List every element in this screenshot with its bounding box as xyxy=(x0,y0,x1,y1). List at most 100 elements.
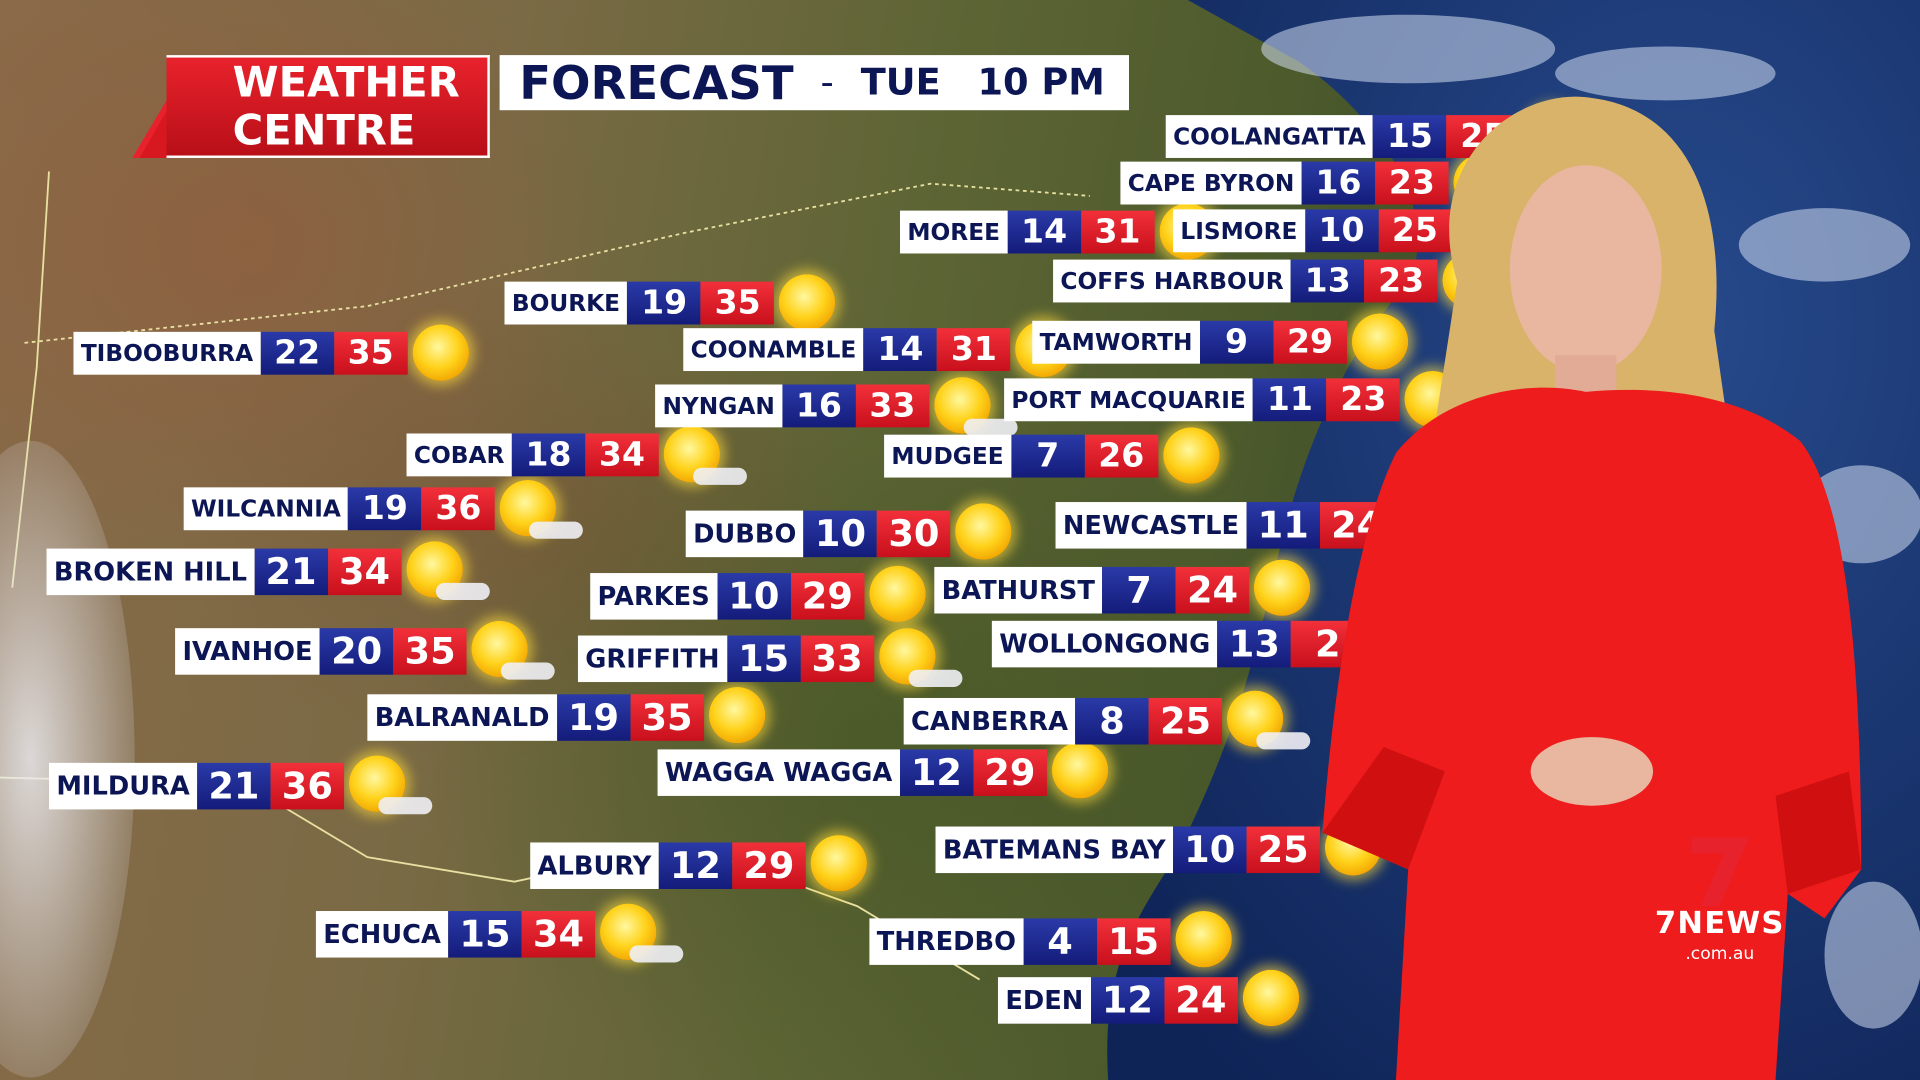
forecast-coffs-harbour: COFFS HARBOUR 13 23 xyxy=(1053,259,1438,303)
forecast-batemans-bay: BATEMANS BAY 10 25 xyxy=(935,826,1320,874)
max-temp: 29 xyxy=(973,749,1047,796)
min-temp: 15 xyxy=(726,635,801,683)
city-name: TIBOOBURRA xyxy=(73,331,261,375)
sun-icon xyxy=(1163,427,1220,484)
city-name: NYNGAN xyxy=(655,384,783,428)
min-temp: 22 xyxy=(260,331,334,375)
cloud-icon xyxy=(1256,732,1311,750)
forecast-mildura: MILDURA 21 36 xyxy=(48,762,345,810)
cloud-icon xyxy=(528,521,583,539)
min-temp: 10 xyxy=(1172,826,1247,874)
forecast-wilcannia: WILCANNIA 19 36 xyxy=(183,487,496,531)
city-name: EDEN xyxy=(997,977,1091,1024)
city-name: LISMORE xyxy=(1173,209,1305,253)
max-temp: 34 xyxy=(585,433,659,477)
forecast-moree: MOREE 14 31 xyxy=(900,210,1155,254)
news-domain: .com.au xyxy=(1685,944,1755,964)
city-name: GRIFFITH xyxy=(577,635,727,683)
cloud-icon xyxy=(378,797,433,815)
max-temp: 23 xyxy=(1326,378,1401,422)
max-temp: 34 xyxy=(521,911,596,958)
city-name: COONAMBLE xyxy=(683,328,864,372)
min-temp: 16 xyxy=(782,384,856,428)
max-temp: 25 xyxy=(1246,826,1320,874)
cloud-icon xyxy=(629,945,684,963)
max-temp: 36 xyxy=(270,762,345,810)
min-temp: 10 xyxy=(803,510,878,558)
sun-icon xyxy=(1351,313,1409,370)
title-line-2: CENTRE xyxy=(232,106,416,156)
forecast-tamworth: TAMWORTH 9 29 xyxy=(1032,320,1347,364)
forecast-port-macquarie: PORT MACQUARIE 11 23 xyxy=(1004,378,1401,422)
city-name: WOLLONGONG xyxy=(991,620,1218,668)
city-name: CANBERRA xyxy=(903,697,1076,745)
sun-icon xyxy=(1051,742,1109,799)
min-temp: 19 xyxy=(627,281,701,325)
city-name: COFFS HARBOUR xyxy=(1053,259,1291,303)
city-name: PARKES xyxy=(590,573,718,620)
title-line-1: WEATHER xyxy=(232,58,460,108)
city-name: BATHURST xyxy=(934,566,1103,614)
7news-logo: 7NEWS .com.au xyxy=(1643,837,1796,973)
sun-icon xyxy=(1175,911,1232,968)
min-temp: 11 xyxy=(1246,502,1320,549)
cloud-icon xyxy=(435,582,490,601)
city-name: MUDGEE xyxy=(884,434,1012,478)
forecast-nyngan: NYNGAN 16 33 xyxy=(655,384,930,428)
min-temp: 12 xyxy=(1090,977,1165,1024)
forecast-coonamble: COONAMBLE 14 31 xyxy=(683,328,1011,372)
city-name: TAMWORTH xyxy=(1032,320,1200,364)
min-temp: 15 xyxy=(448,911,522,958)
city-name: ECHUCA xyxy=(315,911,449,958)
cloud-icon xyxy=(908,669,963,687)
city-name: MILDURA xyxy=(48,762,198,810)
max-temp: 36 xyxy=(421,487,496,531)
max-temp: 31 xyxy=(1080,210,1155,254)
max-temp: 29 xyxy=(1273,320,1347,364)
max-temp: 25 xyxy=(1378,209,1452,253)
city-name: MOREE xyxy=(900,210,1008,254)
min-temp: 16 xyxy=(1301,161,1376,205)
forecast-tibooburra: TIBOOBURRA 22 35 xyxy=(73,331,408,375)
presenter xyxy=(1322,96,1862,1080)
sun-icon xyxy=(778,274,836,331)
sun-icon xyxy=(955,503,1012,560)
sun-icon xyxy=(708,686,766,744)
max-temp: 23 xyxy=(1364,259,1438,303)
max-temp: 34 xyxy=(327,548,402,596)
forecast-day: TUE xyxy=(860,61,941,105)
forecast-bathurst: BATHURST 7 24 xyxy=(934,566,1250,614)
forecast-label: FORECAST xyxy=(519,55,794,110)
forecast-cobar: COBAR 18 34 xyxy=(406,433,659,477)
news-wordmark: 7NEWS xyxy=(1654,904,1785,941)
city-name: BALRANALD xyxy=(367,694,557,741)
max-temp: 25 xyxy=(1148,697,1223,745)
min-temp: 11 xyxy=(1253,378,1327,422)
forecast-coolangatta: COOLANGATTA 15 25 xyxy=(1165,115,1521,158)
cloud-icon xyxy=(500,662,555,680)
forecast-bourke: BOURKE 19 35 xyxy=(504,281,775,325)
min-temp: 4 xyxy=(1023,918,1097,965)
forecast-wagga-wagga: WAGGA WAGGA 12 29 xyxy=(657,749,1047,796)
max-temp: 31 xyxy=(937,328,1011,372)
city-name: CAPE BYRON xyxy=(1120,161,1302,205)
forecast-time: 10 PM xyxy=(977,61,1105,105)
min-temp: 9 xyxy=(1199,320,1274,364)
city-name: COBAR xyxy=(406,433,512,477)
city-name: ALBURY xyxy=(530,842,659,889)
max-temp: 33 xyxy=(800,635,874,683)
sun-icon xyxy=(412,324,469,381)
min-temp: 19 xyxy=(556,694,631,741)
forecast-thredbo: THREDBO 4 15 xyxy=(869,918,1171,965)
forecast-echuca: ECHUCA 15 34 xyxy=(315,911,596,958)
forecast-canberra: CANBERRA 8 25 xyxy=(903,697,1223,745)
min-temp: 20 xyxy=(319,628,394,675)
min-temp: 7 xyxy=(1011,434,1085,478)
min-temp: 12 xyxy=(899,749,974,796)
forecast-mudgee: MUDGEE 7 26 xyxy=(884,434,1158,478)
max-temp: 29 xyxy=(790,573,865,620)
max-temp: 35 xyxy=(333,331,408,375)
forecast-broken-hill: BROKEN HILL 21 34 xyxy=(46,548,402,596)
forecast-dubbo: DUBBO 10 30 xyxy=(685,510,951,558)
max-temp: 15 xyxy=(1096,918,1171,965)
